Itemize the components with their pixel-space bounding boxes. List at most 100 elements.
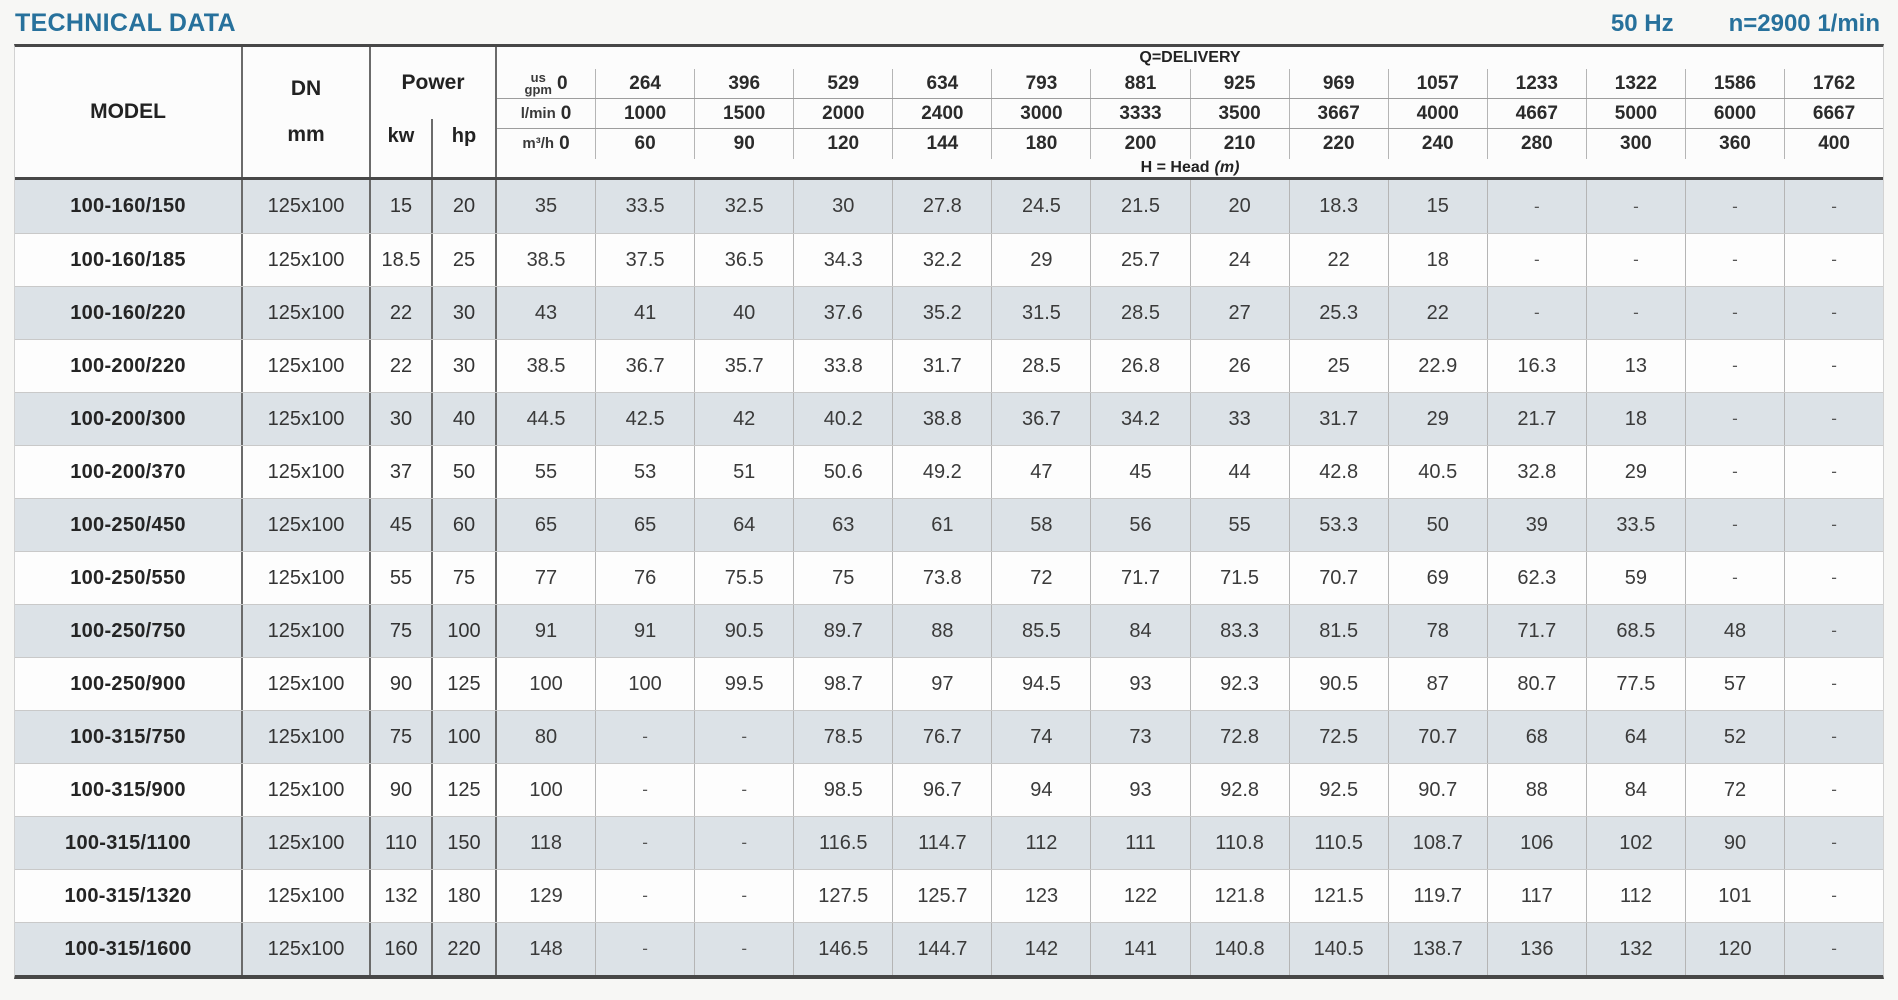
head-value-cell: - (1686, 287, 1786, 339)
head-value-cell: 100 (497, 658, 597, 710)
head-value-cell: 42 (695, 393, 795, 445)
head-value-cell: - (1831, 250, 1837, 269)
head-value-cell: 110.5 (1290, 817, 1389, 869)
head-value-cell: 24.5 (992, 180, 1092, 233)
head-value-cell: 119.7 (1389, 870, 1488, 922)
head-value-cell: 94 (992, 764, 1092, 816)
head-value-cell: 114.7 (893, 817, 993, 869)
head-value-cell: 73.8 (893, 552, 993, 604)
delivery-unit-rows: us gpm 0 264 396 529 634 793 881 925 969 1057 1233 1… (497, 69, 1883, 159)
head-value-cell: 53 (596, 446, 696, 498)
hp-label: hp (451, 125, 477, 147)
kw-cell: 160 (371, 923, 433, 975)
head-value-cell: 72.5 (1290, 711, 1389, 763)
table-row: 100-200/370 125x100 37 50 55 53 51 50.6 49.2 47 45… (15, 445, 1883, 498)
dn-column-header: DN mm (243, 47, 371, 177)
head-value-cell: 57 (1686, 658, 1786, 710)
head-value-cell: 31.7 (893, 340, 993, 392)
head-value-cell: 73 (1091, 711, 1191, 763)
kw-cell: 22 (371, 340, 433, 392)
head-row-label: H = Head (m) (497, 159, 1883, 177)
head-value-cell: 33.5 (596, 180, 696, 233)
head-value-cell: 49.2 (893, 446, 993, 498)
head-value-cell: 42.5 (596, 393, 696, 445)
head-value-cell: 30 (794, 180, 894, 233)
head-value-cell: - (596, 870, 696, 922)
table-row: 100-250/750 125x100 75 100 91 91 90.5 89.7 88 85.… (15, 604, 1883, 657)
head-value-cell: 112 (992, 817, 1092, 869)
head-value-cell: - (1831, 568, 1837, 587)
head-value-cell: - (1686, 180, 1786, 233)
head-value-cell: 34.2 (1091, 393, 1191, 445)
table-header: MODEL DN mm Power kw hp Q=DELIVERY us gp… (15, 47, 1883, 180)
kw-cell: 132 (371, 870, 433, 922)
head-value-cell: 98.5 (794, 764, 894, 816)
head-value-cell: 28.5 (992, 340, 1092, 392)
delivery-unit-cell: 2400 (893, 99, 993, 128)
head-value-cell: 71.7 (1091, 552, 1191, 604)
page-title: TECHNICAL DATA (15, 9, 236, 37)
head-value-cell: 68.5 (1587, 605, 1686, 657)
head-value-cell: 37.5 (596, 234, 696, 286)
delivery-unit-cell: 5000 (1587, 99, 1686, 128)
delivery-unit-cell: 3333 (1091, 99, 1191, 128)
head-value-cell: - (1831, 886, 1837, 905)
model-cell: 100-200/300 (15, 393, 243, 445)
head-value-cell: 69 (1389, 552, 1488, 604)
kw-cell: 15 (371, 180, 433, 233)
head-value-cell: 77.5 (1587, 658, 1686, 710)
head-value-cell: 84 (1587, 764, 1686, 816)
unit-label: m³/h (522, 135, 555, 152)
delivery-unit-cell: 881 (1091, 69, 1191, 98)
head-value-cell: 83.3 (1191, 605, 1290, 657)
head-value-cell: - (1831, 780, 1837, 799)
head-value-cell: 32.5 (695, 180, 795, 233)
hp-cell: 30 (433, 340, 497, 392)
head-value-cell: 72 (1686, 764, 1786, 816)
hp-cell: 180 (433, 870, 497, 922)
head-value-cell: 72 (992, 552, 1092, 604)
head-value-cell: 18 (1389, 234, 1488, 286)
head-value-cell: 52 (1686, 711, 1786, 763)
dn-cell: 125x100 (243, 764, 371, 816)
head-value-cell: 80 (497, 711, 597, 763)
head-value-cell: 98.7 (794, 658, 894, 710)
head-value-cell: 34.3 (794, 234, 894, 286)
delivery-unit-cell: 969 (1290, 69, 1389, 98)
unit-label: l/min (520, 104, 556, 122)
head-value-cell: 138.7 (1389, 923, 1488, 975)
head-value-cell: 136 (1488, 923, 1587, 975)
delivery-unit-row: l/min 0 1000 1500 2000 2400 3000 3333 3500 3667 40… (497, 99, 1883, 129)
dn-cell: 125x100 (243, 234, 371, 286)
head-value-cell: - (1686, 340, 1786, 392)
model-cell: 100-160/185 (15, 234, 243, 286)
hp-cell: 75 (433, 552, 497, 604)
dn-cell: 125x100 (243, 499, 371, 551)
dn-cell: 125x100 (243, 870, 371, 922)
model-cell: 100-315/1320 (15, 870, 243, 922)
model-cell: 100-200/370 (15, 446, 243, 498)
head-value-cell: 111 (1091, 817, 1191, 869)
head-value-cell: 63 (794, 499, 894, 551)
delivery-unit-cell: 300 (1587, 129, 1686, 159)
delivery-unit-cell: 3667 (1290, 99, 1389, 128)
table-row: 100-160/220 125x100 22 30 43 41 40 37.6 35.2 31.5… (15, 286, 1883, 339)
head-value-cell: - (1831, 674, 1837, 693)
kw-cell: 22 (371, 287, 433, 339)
table-row: 100-315/750 125x100 75 100 80- -78.5 76.7 74 73 7… (15, 710, 1883, 763)
head-value-cell: 32.8 (1488, 446, 1587, 498)
head-value-cell: 28.5 (1091, 287, 1191, 339)
table-row: 100-315/1600 125x100 160 220 148- -146.5 144.7… (15, 922, 1883, 975)
delivery-column-header: Q=DELIVERY us gpm 0 264 396 529 634 793 881 925 9… (497, 47, 1883, 177)
delivery-unit-cell: 1322 (1587, 69, 1686, 98)
head-value-cell: 18.3 (1290, 180, 1389, 233)
head-value-cell: 108.7 (1389, 817, 1488, 869)
head-value-cell: - (1488, 180, 1587, 233)
head-value-cell: 101 (1686, 870, 1786, 922)
delivery-unit-cell: 3000 (992, 99, 1092, 128)
head-value-cell: 75 (794, 552, 894, 604)
head-value-cell: - (1686, 446, 1786, 498)
model-cell: 100-315/1100 (15, 817, 243, 869)
kw-cell: 75 (371, 605, 433, 657)
head-value-cell: 121.8 (1191, 870, 1290, 922)
